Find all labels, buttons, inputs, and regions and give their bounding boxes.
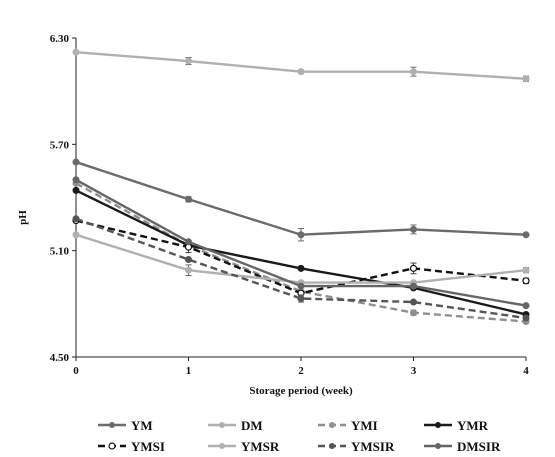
x-axis-title: Storage period (week): [249, 385, 353, 397]
series-ym: [72, 158, 530, 242]
data-point: [522, 75, 530, 83]
series-line: [75, 182, 527, 323]
data-point: [185, 238, 192, 246]
y-tick-label: 5.70: [50, 139, 70, 151]
series-dm: [72, 48, 530, 83]
data-point: [185, 195, 192, 203]
legend-item-ymsr: YMSR: [208, 439, 280, 454]
series-line: [75, 217, 527, 320]
data-point: [297, 231, 305, 239]
x-tick-label: 2: [298, 365, 304, 377]
data-point: [72, 158, 80, 166]
data-point: [522, 314, 530, 322]
data-point: [297, 264, 305, 272]
legend-item-dmsir: DMSIR: [424, 439, 501, 454]
legend-label: DM: [241, 418, 263, 433]
y-axis-ticks: 4.50 5.10 5.70 6.30: [50, 33, 76, 364]
x-tick-label: 4: [523, 365, 529, 377]
legend-item-ym: YM: [98, 418, 153, 433]
legend-marker: [108, 442, 116, 450]
legend-marker: [219, 443, 225, 449]
y-tick-label: 5.10: [50, 246, 70, 258]
data-point: [185, 57, 192, 65]
y-tick-label: 6.30: [50, 33, 70, 45]
data-point: [409, 264, 418, 272]
data-point: [522, 266, 530, 274]
legend-label: YMSR: [241, 439, 280, 454]
series-ymi: [72, 179, 530, 326]
legend-marker: [435, 443, 441, 449]
series-dmsir: [72, 176, 530, 310]
y-tick-label: 4.50: [50, 352, 70, 364]
legend-label: YMSI: [131, 439, 165, 454]
data-point: [522, 277, 530, 285]
data-point: [410, 298, 417, 306]
legend-marker: [329, 422, 335, 428]
data-point: [297, 282, 305, 290]
data-point: [72, 176, 80, 184]
data-point: [72, 231, 80, 239]
plot-area: 4.50 5.10 5.70 6.30 0 1 2 3 4: [50, 33, 530, 377]
x-tick-label: 0: [73, 365, 79, 377]
legend-item-ymr: YMR: [424, 418, 489, 433]
data-point: [410, 225, 417, 233]
data-point: [297, 295, 305, 303]
data-point: [72, 48, 80, 56]
series-layer: [72, 48, 530, 326]
legend-label: YMR: [457, 418, 489, 433]
data-point: [522, 302, 530, 310]
legend-label: YM: [131, 418, 153, 433]
x-tick-label: 3: [411, 365, 417, 377]
y-axis-title: pH: [17, 210, 29, 225]
legend-item-ymi: YMI: [318, 418, 378, 433]
x-axis-ticks: 0 1 2 3 4: [73, 357, 529, 377]
data-point: [410, 309, 417, 317]
data-point: [410, 68, 417, 76]
data-point: [185, 266, 192, 274]
data-point: [185, 256, 192, 264]
series-ymsir: [72, 215, 530, 322]
legend-marker: [435, 422, 441, 428]
x-tick-label: 1: [186, 365, 192, 377]
series-line: [75, 233, 527, 284]
legend-item-ymsir: YMSIR: [318, 439, 395, 454]
legend-marker: [219, 422, 225, 428]
data-point: [522, 231, 530, 239]
legend-label: YMSIR: [351, 439, 395, 454]
legend-item-dm: DM: [208, 418, 263, 433]
data-point: [410, 282, 417, 290]
legend-marker: [109, 422, 115, 428]
data-point: [72, 215, 80, 223]
legend: YM DM YMI YMR YMSI YMSR YMSIR DMSIR: [98, 418, 501, 454]
legend-marker: [329, 443, 335, 449]
legend-label: DMSIR: [457, 439, 501, 454]
legend-item-ymsi: YMSI: [98, 439, 165, 454]
data-point: [297, 68, 305, 76]
legend-label: YMI: [351, 418, 378, 433]
data-point: [72, 186, 80, 194]
